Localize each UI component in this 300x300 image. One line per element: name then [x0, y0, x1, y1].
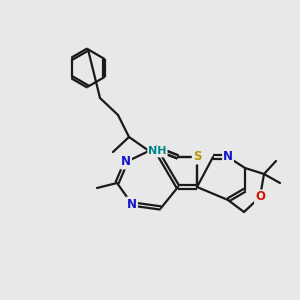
Text: N: N — [223, 151, 233, 164]
Text: S: S — [193, 151, 201, 164]
Text: O: O — [255, 190, 265, 203]
Text: NH: NH — [148, 146, 167, 157]
Text: N: N — [127, 197, 137, 211]
Text: N: N — [121, 155, 131, 169]
